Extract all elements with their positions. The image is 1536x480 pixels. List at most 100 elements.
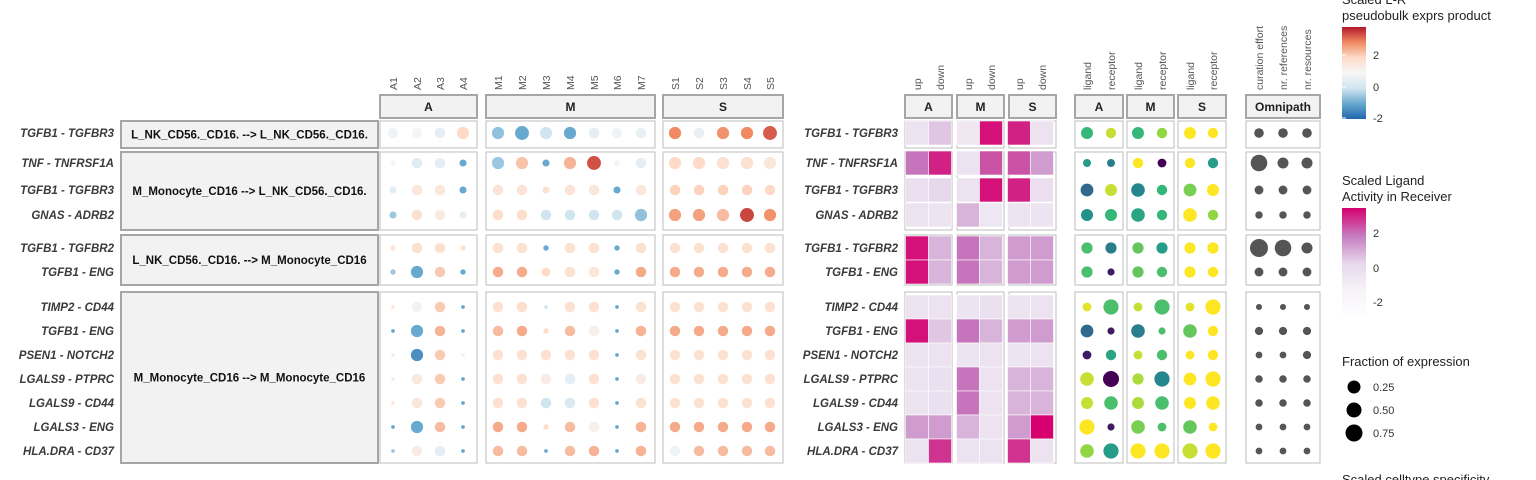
activity-panel-strip [1008,94,1057,119]
specificity-dot [1082,350,1092,360]
exprs-dot [541,267,551,277]
exprs-dot [411,373,423,385]
activity-tile [1030,120,1054,146]
exprs-dot [669,301,681,313]
activity-tile [979,150,1003,176]
activity-tile [905,177,929,203]
specificity-dot [1208,422,1218,432]
exprs-dot [693,242,705,254]
activity-tile [979,202,1003,228]
activity-tile [905,259,929,285]
activity-tile [928,390,952,416]
activity-tile [956,438,980,464]
omnipath-dot [1303,447,1311,455]
activity-tile [928,414,952,440]
specificity-dot [1080,324,1094,338]
activity-tile [979,414,1003,440]
column-label: M6 [612,75,624,90]
omnipath-panel-strip [1245,94,1321,119]
celltype-box [120,234,379,286]
activity-tile [979,438,1003,464]
specificity-dot [1103,299,1119,315]
activity-tile [1030,390,1054,416]
exprs-dot [492,445,504,457]
activity-tile [1007,414,1031,440]
exprs-dot [741,242,753,254]
row-label-right: TNF - TNFRSF1A [805,158,898,170]
exprs-dot [390,245,396,251]
exprs-panel-strip [662,94,784,119]
omnipath-dot [1255,211,1263,219]
exprs-panel-strip [379,94,478,119]
exprs-panel-strip-label: S [719,100,727,114]
exprs-dot [492,349,504,361]
exprs-dot [669,325,681,337]
exprs-dot [434,184,446,196]
activity-tile [905,235,929,261]
omnipath-dot [1254,128,1264,138]
column-label: nr. references [1278,26,1290,90]
row-label-right: TGFB1 - ENG [825,326,898,338]
row-label-right: TGFB1 - ENG [825,267,898,279]
exprs-dot [515,126,529,140]
specificity-dot [1133,302,1143,312]
column-label: M4 [565,75,577,90]
row-label-right: GNAS - ADRB2 [815,210,898,222]
activity-panel-strip [904,94,953,119]
column-label: M3 [541,75,553,90]
row-label-left: TGFB1 - TGFBR3 [20,185,115,197]
specificity-dot [1205,299,1221,315]
exprs-dot [741,373,753,385]
exprs-dot [515,156,529,170]
specificity-dot [1132,157,1144,169]
specificity-dot [1207,209,1219,221]
activity-tile [1007,150,1031,176]
exprs-dot [634,208,648,222]
row-label-left: LGALS9 - PTPRC [19,374,114,386]
legend-exprs-title-2: pseudobulk exprs product [1342,8,1491,23]
activity-tile [956,294,980,320]
column-label: up [963,78,975,90]
legend-activity-title-1: Scaled Ligand [1342,173,1424,188]
exprs-dot [411,301,423,313]
specificity-dot [1131,183,1145,197]
column-label: ligand [1082,62,1094,90]
omnipath-dot [1255,375,1263,383]
activity-tile [928,177,952,203]
row-label-right: TGFB1 - TGFBR3 [804,128,899,140]
activity-tile [928,294,952,320]
specificity-dot [1156,266,1168,278]
activity-tile [1007,438,1031,464]
legend-activity-tick: -2 [1373,297,1383,309]
omnipath-dot [1303,211,1311,219]
exprs-dot [434,325,446,337]
exprs-dot [693,266,705,278]
activity-tile [1030,414,1054,440]
exprs-dot [588,266,600,278]
activity-tile [905,120,929,146]
celltype-box [120,151,379,231]
specificity-dot [1083,159,1091,167]
specificity-dot [1105,127,1117,139]
exprs-dot [459,159,467,167]
specificity-dot [1105,242,1117,254]
omnipath-dot [1302,326,1312,336]
exprs-dot [564,242,576,254]
row-label-right: LGALS3 - ENG [817,422,898,434]
exprs-dot [635,266,647,278]
exprs-dot [588,184,600,196]
omnipath-dot [1279,399,1287,407]
exprs-dot [614,245,620,251]
column-label: S1 [670,77,682,90]
exprs-dot [544,305,548,309]
column-label: A4 [458,77,470,90]
exprs-dot [391,425,395,429]
omnipath-dot [1278,267,1288,277]
specificity-dot [1105,184,1117,196]
exprs-dot [540,349,552,361]
exprs-dot [411,184,423,196]
legend-fraction-tick: 0.50 [1373,405,1394,417]
exprs-dot [434,301,446,313]
omnipath-dot [1255,303,1263,311]
specificity-dot [1156,127,1168,139]
